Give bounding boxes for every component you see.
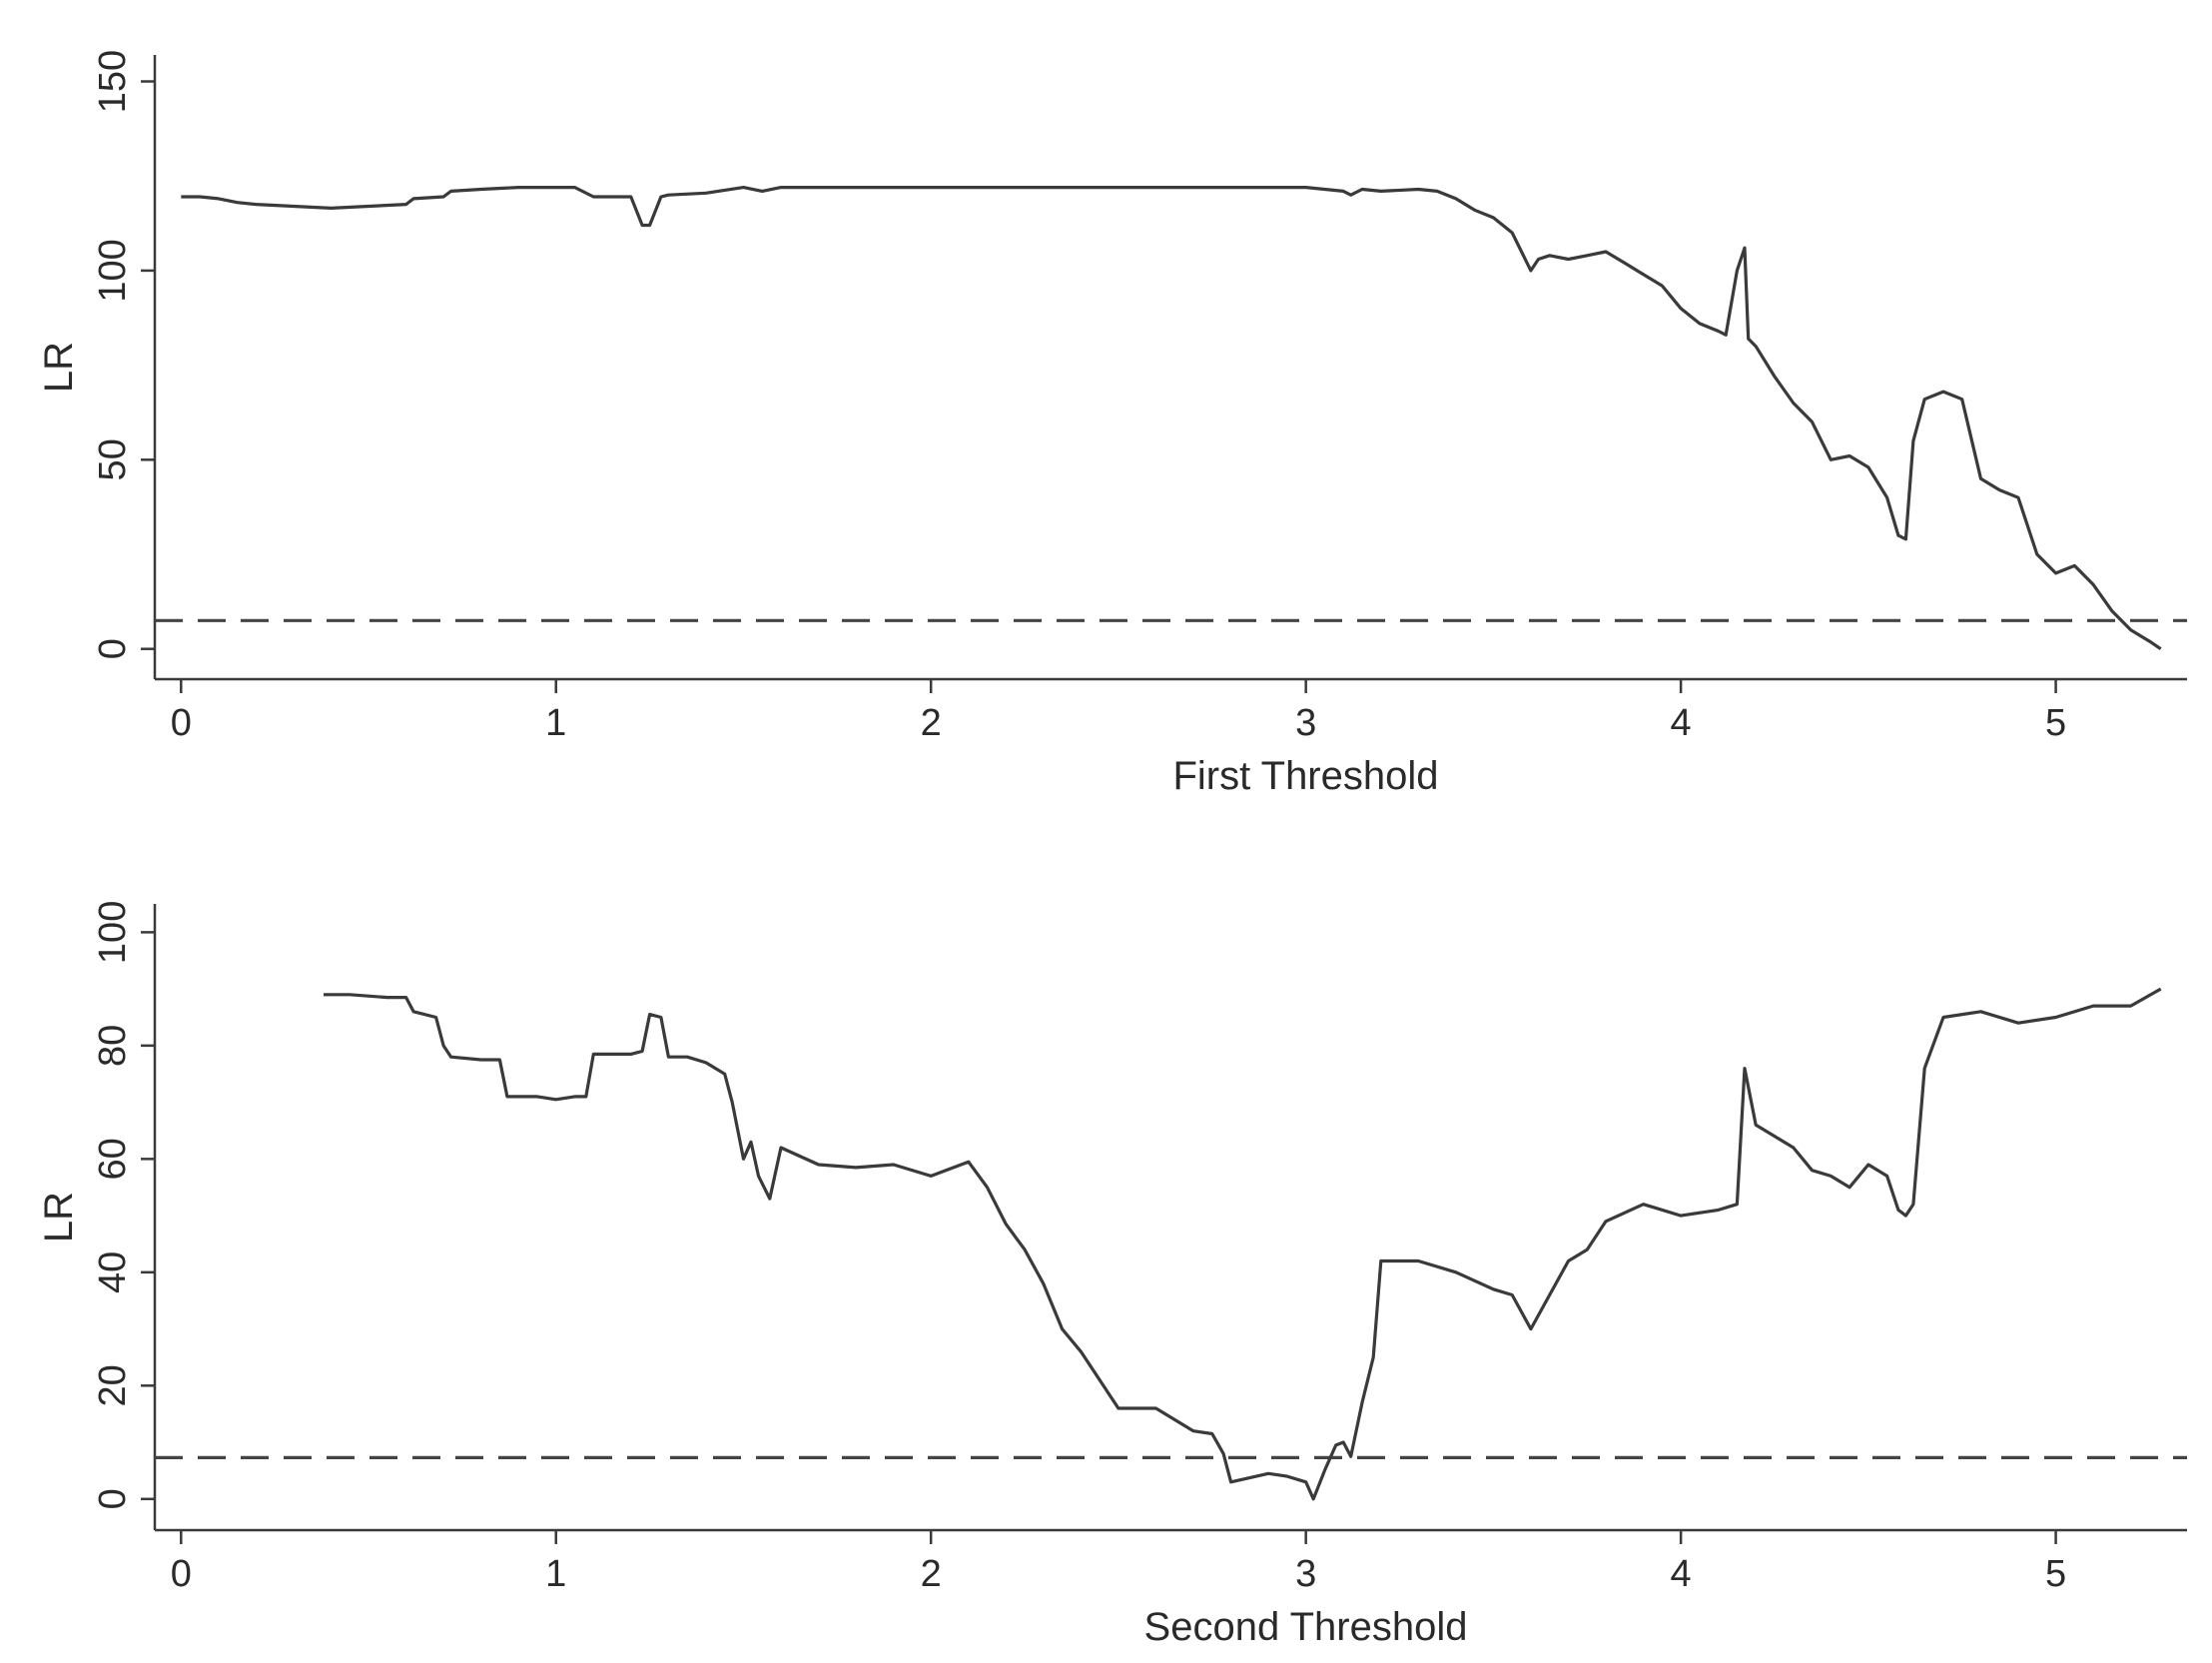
- first-y-tick-label: 50: [92, 438, 134, 480]
- first-y-tick-label: 100: [92, 239, 134, 302]
- first-lr-series-line: [181, 186, 2162, 651]
- second-y-tick-label: 40: [92, 1251, 134, 1293]
- second-y-axis-title: LR: [37, 1192, 81, 1243]
- second-x-tick-label: 5: [2045, 1553, 2066, 1595]
- second-y-tick-label: 0: [92, 1488, 134, 1509]
- second-x-tick-label: 4: [1671, 1553, 1692, 1595]
- second-threshold-panel: 0 1 2 3 4 5 0 20 40 60 80 100 Second Threshold LR: [37, 901, 2187, 1649]
- second-lr-series-line: [324, 987, 2162, 1501]
- second-x-tick-label: 2: [921, 1553, 942, 1595]
- first-y-tick-label: 0: [92, 638, 134, 659]
- first-x-tick-label: 2: [921, 702, 942, 744]
- second-x-tick-label: 0: [171, 1553, 192, 1595]
- first-x-tick-label: 4: [1671, 702, 1692, 744]
- second-y-tick-label: 60: [92, 1138, 134, 1180]
- second-y-tick-label: 80: [92, 1025, 134, 1067]
- first-x-tick-label: 5: [2045, 702, 2066, 744]
- first-y-axis-title: LR: [37, 342, 81, 393]
- first-y-tick-label: 150: [92, 50, 134, 113]
- first-x-tick-label: 1: [545, 702, 566, 744]
- first-x-tick-label: 3: [1295, 702, 1316, 744]
- second-x-tick-label: 1: [545, 1553, 566, 1595]
- second-y-tick-label: 100: [92, 901, 134, 964]
- first-x-tick-label: 0: [171, 702, 192, 744]
- second-x-tick-label: 3: [1295, 1553, 1316, 1595]
- second-x-axis-title: Second Threshold: [1144, 1605, 1468, 1649]
- first-x-axis-title: First Threshold: [1172, 754, 1438, 798]
- second-y-tick-label: 20: [92, 1364, 134, 1406]
